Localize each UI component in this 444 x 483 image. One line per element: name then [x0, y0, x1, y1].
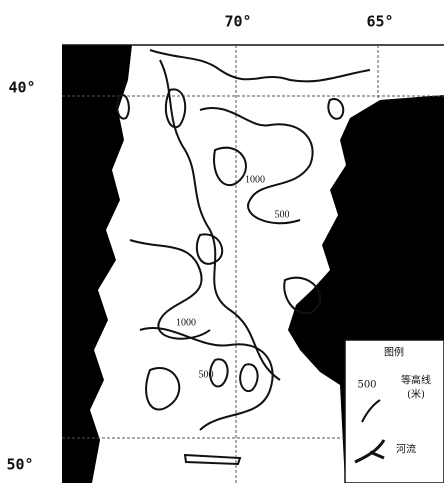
contours [116, 49, 371, 466]
contour-label: 1000 [176, 317, 196, 328]
legend-river-symbol [354, 439, 386, 464]
contour-label: 1000 [245, 174, 265, 185]
lat-label: 40° [8, 79, 35, 97]
legend-river-name: 河流 [396, 443, 416, 456]
legend-contour-name: 等高线 [401, 374, 431, 387]
legend-contour-unit: (米) [407, 388, 425, 401]
ocean-west [62, 45, 132, 483]
lon-label: 65° [366, 13, 393, 31]
legend-contour-symbol [361, 399, 381, 423]
legend-box [344, 339, 444, 483]
legend: 图例 500 等高线 (米) 河流 [344, 339, 444, 483]
legend-contour-value: 500 [357, 380, 376, 391]
contour-label: 500 [275, 209, 290, 220]
legend-title: 图例 [384, 346, 404, 359]
contour-label: 500 [199, 369, 214, 380]
lat-label: 50° [6, 456, 33, 474]
lon-label: 70° [224, 13, 251, 31]
